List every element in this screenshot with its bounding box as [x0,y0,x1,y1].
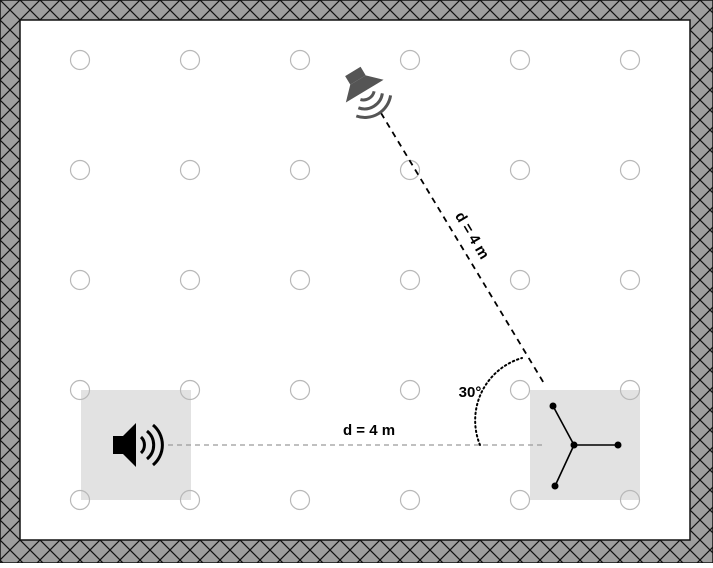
grid-position [179,379,201,401]
angle-arc [474,357,523,446]
rotated-speaker-icon [345,66,393,119]
grid-position [509,49,531,71]
grid-position [509,379,531,401]
grid-position [619,269,641,291]
grid-position [619,379,641,401]
speaker-icon [113,423,164,467]
grid-position [289,269,311,291]
grid-position [619,489,641,511]
grid-position [179,49,201,71]
grid-position [509,159,531,181]
left-distance-label: d = 4 m [343,422,395,439]
grid-position [69,269,91,291]
angle-label: 30° [459,384,482,401]
grid-position [179,159,201,181]
microphone-array-icon [549,402,622,490]
grid-position [69,379,91,401]
grid-position [69,49,91,71]
grid-position [509,489,531,511]
grid-position [399,379,421,401]
grid-position [619,159,641,181]
grid-position [399,269,421,291]
grid-position [289,159,311,181]
grid-position [289,489,311,511]
rotated-source-path [380,112,546,386]
grid-position [399,49,421,71]
grid-position [179,489,201,511]
grid-position [399,489,421,511]
grid-position [69,159,91,181]
grid-position [179,269,201,291]
grid-position [509,269,531,291]
grid-position [289,49,311,71]
grid-position [619,49,641,71]
grid-positions [69,49,641,511]
grid-position [69,489,91,511]
grid-position [289,379,311,401]
